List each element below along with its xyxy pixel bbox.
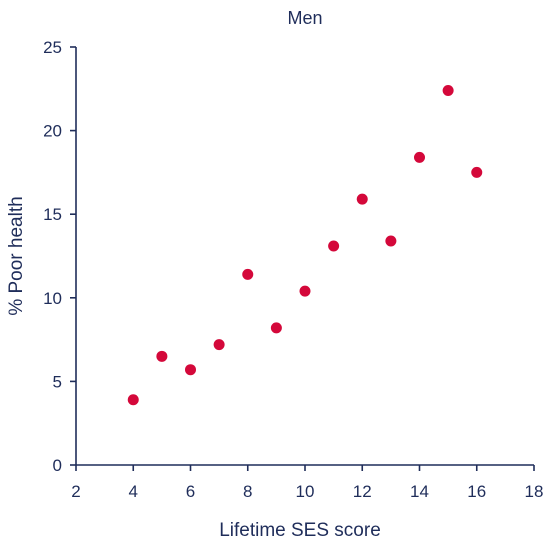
data-point xyxy=(385,235,397,247)
y-tick-label: 15 xyxy=(43,205,62,224)
axes xyxy=(75,47,534,466)
x-tick-label: 4 xyxy=(129,482,138,501)
x-tick-label: 18 xyxy=(525,482,544,501)
x-ticks: 2 4 6 8 10 12 14 16 18 xyxy=(71,465,543,501)
data-point xyxy=(185,364,196,376)
data-points xyxy=(127,84,483,406)
data-point xyxy=(442,84,454,96)
x-tick-label: 2 xyxy=(71,482,80,501)
y-tick-label: 10 xyxy=(43,289,62,308)
x-tick-label: 14 xyxy=(410,482,429,501)
y-tick-label: 25 xyxy=(43,38,62,57)
x-tick-label: 16 xyxy=(467,482,486,501)
data-point xyxy=(299,285,311,297)
x-axis-label: Lifetime SES score xyxy=(219,520,381,541)
data-point xyxy=(242,268,254,280)
y-ticks: 0 5 10 15 20 25 xyxy=(43,38,76,475)
data-point xyxy=(356,193,368,205)
y-tick-label: 5 xyxy=(53,372,62,391)
data-point xyxy=(270,322,282,334)
y-tick-label: 20 xyxy=(43,122,62,141)
x-tick-label: 6 xyxy=(186,482,195,501)
data-point xyxy=(328,240,340,252)
data-point xyxy=(414,151,425,163)
x-tick-label: 10 xyxy=(296,482,315,501)
data-point xyxy=(127,394,139,406)
chart-title: Men xyxy=(287,8,322,28)
y-axis-label: % Poor health xyxy=(6,196,27,315)
data-point xyxy=(213,339,225,351)
y-tick-label: 0 xyxy=(53,456,62,475)
data-point xyxy=(156,350,168,362)
x-tick-label: 12 xyxy=(353,482,372,501)
x-tick-label: 8 xyxy=(243,482,252,501)
data-point xyxy=(471,166,483,178)
